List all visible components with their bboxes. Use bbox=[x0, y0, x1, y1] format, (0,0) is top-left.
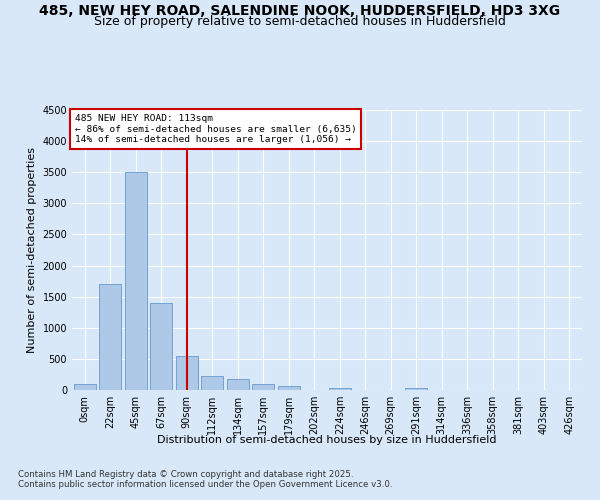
Bar bbox=[406, 388, 427, 390]
Bar bbox=[329, 388, 350, 390]
Bar bbox=[227, 380, 248, 390]
Bar bbox=[125, 172, 146, 390]
Bar bbox=[253, 384, 274, 390]
Bar bbox=[100, 284, 121, 390]
Text: Contains public sector information licensed under the Open Government Licence v3: Contains public sector information licen… bbox=[18, 480, 392, 489]
Bar bbox=[151, 303, 172, 390]
Text: Distribution of semi-detached houses by size in Huddersfield: Distribution of semi-detached houses by … bbox=[157, 435, 497, 445]
Bar bbox=[202, 376, 223, 390]
Bar bbox=[74, 384, 95, 390]
Bar bbox=[176, 356, 197, 390]
Text: Size of property relative to semi-detached houses in Huddersfield: Size of property relative to semi-detach… bbox=[94, 15, 506, 28]
Bar bbox=[278, 386, 299, 390]
Text: Contains HM Land Registry data © Crown copyright and database right 2025.: Contains HM Land Registry data © Crown c… bbox=[18, 470, 353, 479]
Y-axis label: Number of semi-detached properties: Number of semi-detached properties bbox=[27, 147, 37, 353]
Text: 485 NEW HEY ROAD: 113sqm
← 86% of semi-detached houses are smaller (6,635)
14% o: 485 NEW HEY ROAD: 113sqm ← 86% of semi-d… bbox=[74, 114, 356, 144]
Text: 485, NEW HEY ROAD, SALENDINE NOOK, HUDDERSFIELD, HD3 3XG: 485, NEW HEY ROAD, SALENDINE NOOK, HUDDE… bbox=[40, 4, 560, 18]
